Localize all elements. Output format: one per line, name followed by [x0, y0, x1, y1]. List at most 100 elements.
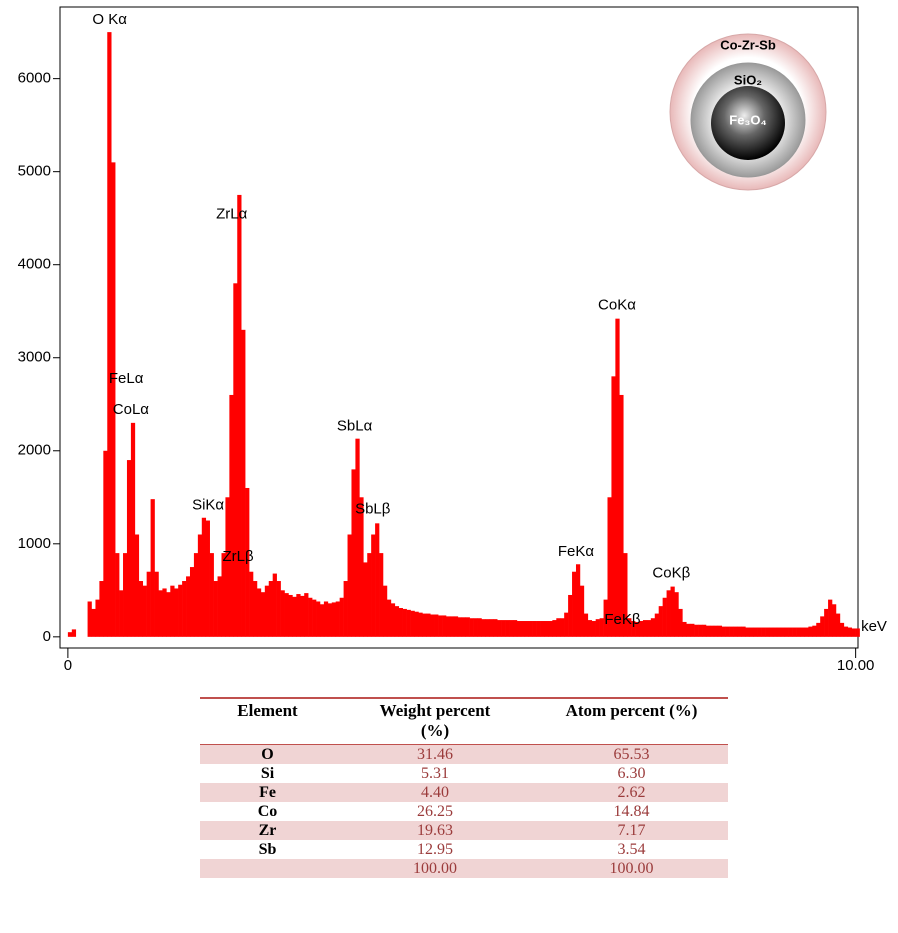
bar	[119, 590, 123, 637]
peak-label: SiKα	[192, 497, 224, 514]
bar	[253, 581, 257, 637]
bar	[225, 497, 229, 637]
bar	[474, 618, 478, 637]
bar	[481, 619, 485, 637]
bar	[702, 625, 706, 637]
bar	[777, 628, 781, 637]
page: Co-Zr-Sb SiO₂ Fe₃O₄ keV 0100020003000400…	[0, 0, 898, 933]
value-cell: 4.40	[335, 783, 535, 802]
bar	[556, 618, 560, 637]
bar	[170, 586, 174, 637]
bar	[781, 628, 785, 637]
element-cell: Si	[200, 764, 335, 783]
bar	[647, 620, 651, 637]
value-cell: 31.46	[335, 745, 535, 765]
inset-label: SiO₂	[734, 72, 762, 87]
peak-label: ZrLα	[216, 205, 248, 222]
header-cell: Atom percent (%)	[535, 698, 728, 745]
y-tick-label: 0	[43, 628, 51, 645]
bar	[560, 618, 564, 637]
bar	[470, 618, 474, 637]
bar	[434, 615, 438, 637]
bar	[316, 601, 320, 636]
bar	[68, 632, 72, 637]
bar	[497, 620, 501, 637]
inset: Co-Zr-Sb SiO₂ Fe₃O₄	[670, 34, 826, 190]
bar	[584, 614, 588, 637]
bar	[336, 601, 340, 636]
peak-label: FeKα	[558, 543, 595, 560]
bar	[324, 601, 328, 636]
header-cell: Weight percent (%)	[335, 698, 535, 745]
peak-label: O Kα	[92, 11, 127, 28]
y-tick-label: 1000	[18, 535, 51, 552]
bar	[233, 283, 237, 637]
bar	[418, 613, 422, 637]
bar	[568, 595, 572, 637]
empty-cell	[200, 859, 335, 878]
bar	[332, 602, 336, 636]
bar	[690, 624, 694, 637]
bar	[828, 600, 832, 637]
bar	[722, 627, 726, 637]
bar	[210, 553, 214, 637]
bar	[348, 534, 352, 636]
bar	[686, 624, 690, 637]
bar	[155, 572, 159, 637]
bar	[761, 628, 765, 637]
bar	[454, 616, 458, 636]
bar	[564, 613, 568, 637]
bar	[430, 615, 434, 637]
y-tick-label: 5000	[18, 163, 51, 180]
bar	[340, 598, 344, 637]
bar	[718, 626, 722, 637]
bar	[285, 593, 289, 637]
bar	[375, 523, 379, 637]
bar	[611, 376, 615, 636]
bar	[489, 619, 493, 637]
bar	[127, 460, 131, 637]
bar	[151, 499, 155, 637]
bar	[237, 195, 241, 637]
bar	[797, 628, 801, 637]
y-tick-label: 3000	[18, 349, 51, 366]
bar	[655, 614, 659, 637]
bar	[548, 621, 552, 637]
bar	[135, 534, 139, 636]
bar	[541, 621, 545, 637]
bar	[765, 628, 769, 637]
bar	[111, 162, 115, 636]
bar	[363, 562, 367, 636]
bar	[824, 609, 828, 637]
bar	[174, 588, 178, 636]
bar	[619, 395, 623, 637]
bar	[249, 572, 253, 637]
bar	[218, 576, 222, 636]
bar	[785, 628, 789, 637]
bar	[525, 621, 529, 637]
table-row: Co26.2514.84	[200, 802, 728, 821]
bar	[836, 614, 840, 637]
bar	[694, 625, 698, 637]
bar	[674, 592, 678, 637]
bar	[214, 581, 218, 637]
bar	[706, 626, 710, 637]
total-cell: 100.00	[535, 859, 728, 878]
bar	[158, 590, 162, 637]
peak-label: ZrLβ	[222, 548, 254, 565]
total-cell: 100.00	[335, 859, 535, 878]
bar	[840, 623, 844, 637]
y-tick-label: 6000	[18, 70, 51, 87]
peak-label: CoLα	[113, 401, 150, 418]
bar	[407, 610, 411, 637]
bar	[411, 611, 415, 637]
value-cell: 5.31	[335, 764, 535, 783]
bar	[698, 625, 702, 637]
x-axis-label: keV	[861, 618, 887, 635]
bar	[403, 609, 407, 637]
chart: Co-Zr-Sb SiO₂ Fe₃O₄ keV 0100020003000400…	[0, 0, 898, 690]
bar	[95, 600, 99, 637]
bar	[844, 627, 848, 637]
bar	[308, 598, 312, 637]
bar	[186, 576, 190, 636]
